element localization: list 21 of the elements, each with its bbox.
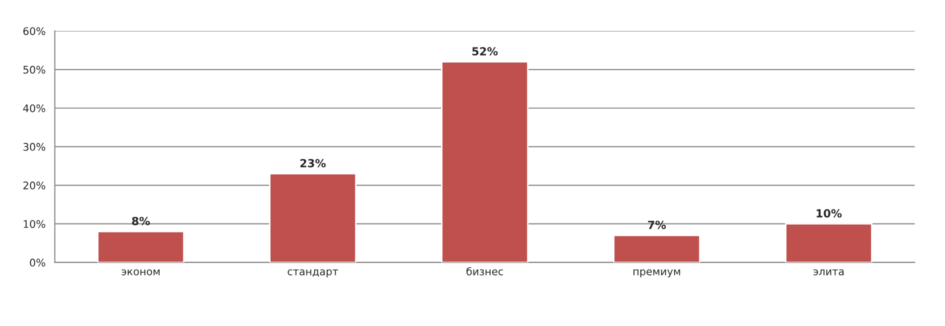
x-tick-label: бизнес [466, 267, 503, 276]
bar [441, 61, 528, 262]
y-tick-label: 40% [23, 104, 46, 112]
x-tick-label: стандарт [288, 269, 338, 278]
y-tick-label: 20% [23, 182, 46, 190]
bar [269, 173, 356, 262]
y-tick-label: 50% [23, 66, 46, 74]
bar [785, 223, 872, 262]
bar [613, 234, 700, 262]
y-tick-label: 60% [23, 27, 46, 36]
y-tick-label: 10% [24, 220, 46, 228]
x-tick-label: эконом [122, 269, 160, 276]
y-tick-label: 0% [30, 258, 46, 267]
y-tick-label: 30% [23, 142, 46, 151]
bar [97, 230, 184, 262]
data-label: 52% [472, 47, 498, 56]
x-tick-label: элита [814, 269, 844, 276]
data-label: 10% [816, 209, 842, 218]
x-tick-label: премиум [633, 269, 680, 278]
data-label: 23% [300, 158, 326, 168]
data-label: 8% [132, 216, 150, 226]
